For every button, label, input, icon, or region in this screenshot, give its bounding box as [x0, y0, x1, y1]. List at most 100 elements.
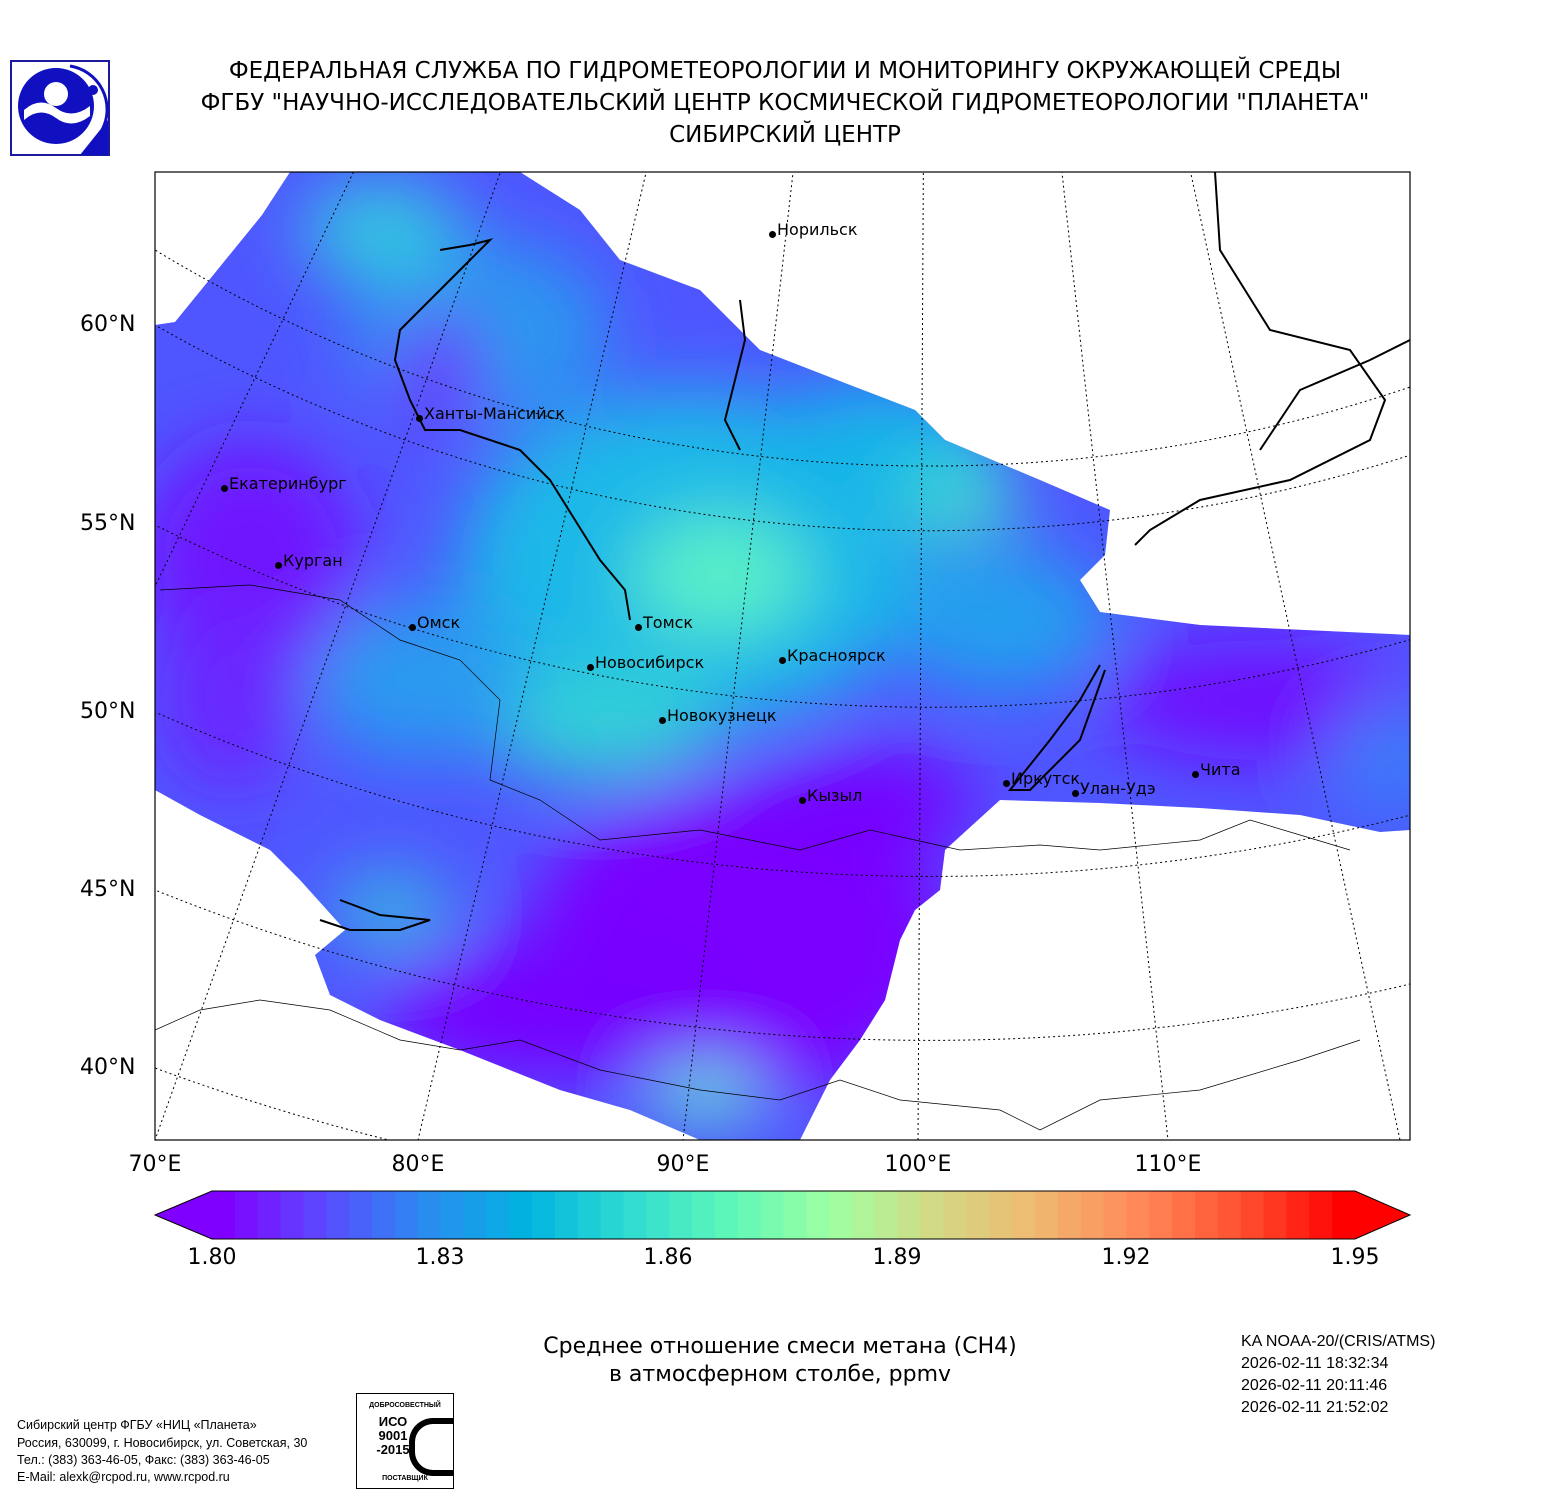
footer-line: Россия, 630099, г. Новосибирск, ул. Сове… [17, 1436, 308, 1450]
city-dot-icon [1192, 771, 1199, 778]
colorbar-segment [1103, 1191, 1127, 1239]
pass-time: 2026-02-11 21:52:02 [1241, 1399, 1389, 1416]
city-dot-icon [1072, 790, 1079, 797]
colorbar-segment [966, 1191, 990, 1239]
colorbar-tick: 1.89 [872, 1245, 922, 1270]
caption-line-2: в атмосферном столбе, ppmv [608, 1362, 952, 1387]
city-dot-icon [221, 485, 228, 492]
city-label: Курган [283, 551, 343, 570]
meridian-line [1061, 172, 1169, 1140]
city-label: Новосибирск [595, 653, 705, 672]
city-marker: Иркутск [1003, 769, 1080, 788]
colorbar-segment [760, 1191, 785, 1239]
city-label: Красноярск [787, 646, 886, 665]
colorbar-segment [1217, 1191, 1242, 1239]
colorbar-tick: 1.86 [643, 1245, 693, 1270]
colorbar-segment [417, 1191, 442, 1239]
city-marker: Красноярск [779, 646, 886, 665]
city-marker: Новосибирск [587, 653, 704, 672]
colorbar-extend-high [1355, 1191, 1410, 1239]
city-marker: Новокузнецк [659, 706, 777, 725]
city-label: Иркутск [1011, 769, 1081, 788]
colorbar-segment [737, 1191, 762, 1239]
pass-time: 2026-02-11 18:32:34 [1241, 1355, 1389, 1372]
colorbar-segment [874, 1191, 899, 1239]
city-dot-icon [659, 717, 666, 724]
header-line-1: ФЕДЕРАЛЬНАЯ СЛУЖБА ПО ГИДРОМЕТЕОРОЛОГИИ … [228, 58, 1342, 84]
city-dot-icon [409, 624, 416, 631]
city-dot-icon [769, 231, 776, 238]
city-label: Екатеринбург [229, 474, 347, 493]
colorbar-segment [897, 1191, 922, 1239]
lat-label: 50°N [80, 699, 136, 724]
colorbar-segment [1194, 1191, 1219, 1239]
colorbar-segment [440, 1191, 465, 1239]
colorbar-segment [1309, 1191, 1333, 1239]
colorbar [153, 1190, 1412, 1240]
footer-line: Сибирский центр ФГБУ «НИЦ «Планета» [17, 1418, 257, 1432]
colorbar-segment [1080, 1191, 1105, 1239]
city-marker: Кызыл [799, 786, 862, 805]
colorbar-segment [1172, 1191, 1196, 1239]
city-marker: Екатеринбург [221, 474, 347, 493]
colorbar-tick: 1.92 [1101, 1245, 1151, 1270]
colorbar-segment [1012, 1191, 1036, 1239]
footer-contact-link[interactable]: E-Mail: alexk@rcpod.ru, www.rcpod.ru [17, 1470, 230, 1484]
lat-label: 45°N [80, 877, 136, 902]
colorbar-segment [1240, 1191, 1265, 1239]
pass-time: 2026-02-11 20:11:46 [1241, 1377, 1388, 1394]
iso-badge-mid: ИСО 9001 -2015 [376, 1414, 410, 1457]
city-dot-icon [799, 797, 806, 804]
colorbar-segment [646, 1191, 670, 1239]
city-label: Новокузнецк [667, 706, 777, 725]
city-dot-icon [275, 562, 282, 569]
colorbar-segment [714, 1191, 739, 1239]
iso-badge-bottom: ПОСТАВЩИК [382, 1475, 428, 1482]
city-label: Томск [643, 613, 694, 632]
colorbar-segment [1263, 1191, 1288, 1239]
colorbar-segment [806, 1191, 830, 1239]
colorbar-segment [1332, 1191, 1356, 1239]
colorbar-segment [326, 1191, 350, 1239]
colorbar-segment [829, 1191, 853, 1239]
colorbar-extend-low [155, 1191, 212, 1239]
colorbar-segment [1286, 1191, 1310, 1239]
city-dot-icon [587, 664, 594, 671]
colorbar-segment [943, 1191, 967, 1239]
header-line-3: СИБИРСКИЙ ЦЕНТР [669, 122, 901, 148]
satellite-name: KA NOAA-20/(CRIS/ATMS) [1241, 1333, 1436, 1350]
lat-label: 40°N [80, 1055, 136, 1080]
colorbar-segment [234, 1191, 259, 1239]
colorbar-segment [989, 1191, 1013, 1239]
meridian-line [682, 172, 794, 1140]
city-marker: Курган [275, 551, 343, 570]
colorbar-segment [532, 1191, 556, 1239]
colorbar-segment [783, 1191, 807, 1239]
colorbar-tick: 1.80 [187, 1245, 237, 1270]
city-dot-icon [1003, 780, 1010, 787]
city-label: Чита [1200, 760, 1241, 779]
colorbar-segment [600, 1191, 625, 1239]
colorbar-segment [257, 1191, 282, 1239]
colorbar-segment [212, 1191, 236, 1239]
colorbar-segment [577, 1191, 602, 1239]
colorbar-segment [669, 1191, 693, 1239]
iso-badge-top: ДОБРОСОВЕСТНЫЙ [369, 1402, 441, 1409]
city-dot-icon [416, 415, 423, 422]
colorbar-segment [1034, 1191, 1059, 1239]
colorbar-segment [349, 1191, 373, 1239]
colorbar-segment [463, 1191, 487, 1239]
colorbar-segment [486, 1191, 510, 1239]
caption-line-1: Среднее отношение смеси метана (CH4) [543, 1334, 1017, 1359]
lon-label: 70°E [128, 1152, 182, 1177]
colorbar-segment [509, 1191, 533, 1239]
city-label: Омск [417, 613, 461, 632]
header-line-2: ФГБУ "НАУЧНО-ИССЛЕДОВАТЕЛЬСКИЙ ЦЕНТР КОС… [200, 90, 1370, 116]
city-label: Норильск [777, 220, 858, 239]
lon-label: 90°E [656, 1152, 710, 1177]
lat-label: 55°N [80, 511, 136, 536]
city-marker: Омск [409, 613, 460, 632]
colorbar-tick: 1.83 [415, 1245, 465, 1270]
